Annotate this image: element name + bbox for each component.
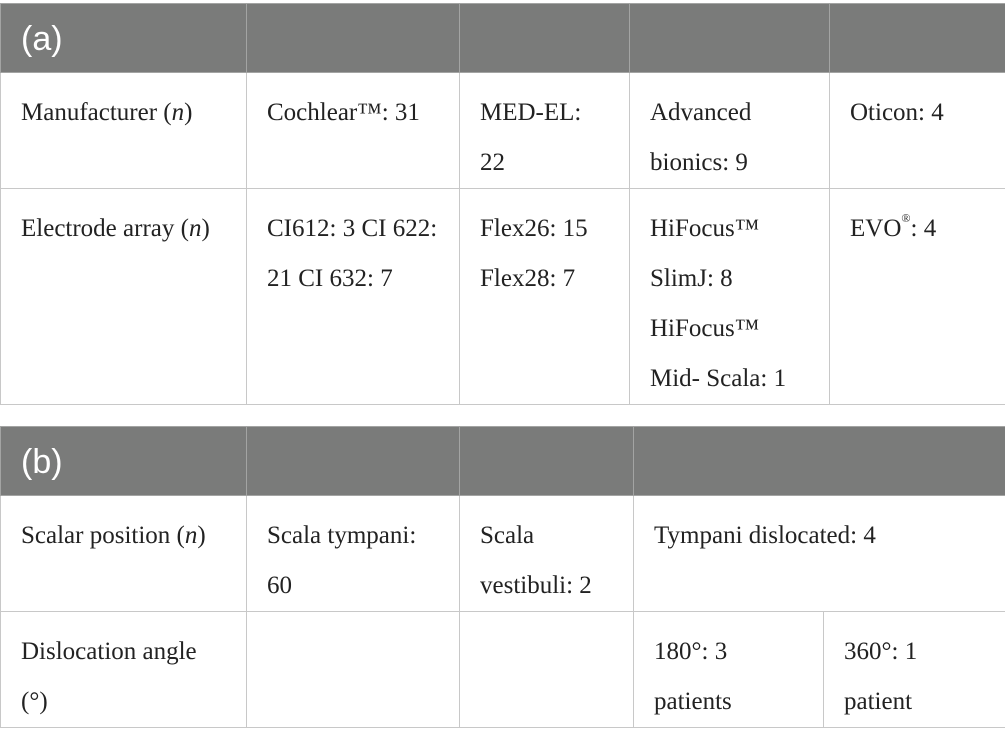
row-header-dislocation-angle: Dislocation angle (°) xyxy=(0,611,247,728)
table-cell: Cochlear™: 31 xyxy=(246,72,460,189)
table-a-label: (a) xyxy=(21,20,63,58)
table-b: (b) Scalar position (n) Scala tympani: 6… xyxy=(0,426,1005,728)
table-a-label-cell: (a) xyxy=(0,3,247,73)
row-header-scalar-position: Scalar position (n) xyxy=(0,495,247,612)
table-cell: CI612: 3 CI 622: 21 CI 632: 7 xyxy=(246,188,460,405)
table-cell: 360°: 1 patient xyxy=(823,611,1005,728)
table-cell: Scala tympani: 60 xyxy=(246,495,460,612)
table-b-label: (b) xyxy=(21,443,63,481)
table-cell: 180°: 3 patients xyxy=(633,611,824,728)
table-a: (a) Manufacturer (n) Cochlear™: 31 MED-E… xyxy=(0,3,1005,405)
table-b-header-row: (b) xyxy=(0,426,1005,496)
row-header-electrode-array: Electrode array (n) xyxy=(0,188,247,405)
table-row: Scalar position (n) Scala tympani: 60 Sc… xyxy=(0,495,1005,612)
table-cell: HiFocus™ SlimJ: 8 HiFocus™ Mid- Scala: 1 xyxy=(629,188,830,405)
table-cell: Tympani dislocated: 4 xyxy=(633,495,1005,612)
table-cell: Flex26: 15 Flex28: 7 xyxy=(459,188,630,405)
table-cell xyxy=(459,611,634,728)
table-cell: Advanced bionics: 9 xyxy=(629,72,830,189)
table-cell: MED-EL: 22 xyxy=(459,72,630,189)
table-row: Dislocation angle (°) 180°: 3 patients 3… xyxy=(0,611,1005,728)
table-cell xyxy=(246,611,460,728)
table-cell: Scala vestibuli: 2 xyxy=(459,495,634,612)
row-header-manufacturer: Manufacturer (n) xyxy=(0,72,247,189)
table-row: Electrode array (n) CI612: 3 CI 622: 21 … xyxy=(0,188,1005,405)
table-row: Manufacturer (n) Cochlear™: 31 MED-EL: 2… xyxy=(0,72,1005,189)
table-cell: EVO®: 4 xyxy=(829,188,1005,405)
table-a-header-row: (a) xyxy=(0,3,1005,73)
table-cell: Oticon: 4 xyxy=(829,72,1005,189)
table-b-label-cell: (b) xyxy=(0,426,247,496)
